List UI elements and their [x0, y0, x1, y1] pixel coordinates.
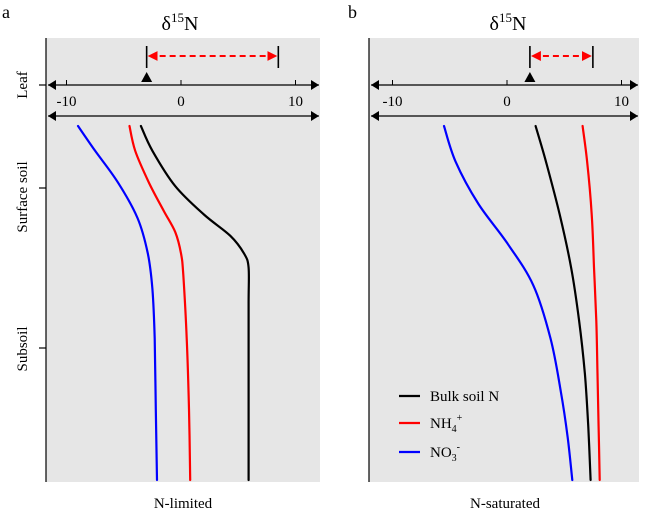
- series-line-bulk: [139, 124, 251, 482]
- x-tick-label: 0: [503, 94, 511, 110]
- series-line-no3: [442, 124, 574, 482]
- panel-letter: a: [2, 2, 10, 22]
- x-tick-label: -10: [57, 94, 77, 110]
- depth-label: Subsoil: [15, 326, 31, 371]
- x-tick-label: 10: [614, 94, 629, 110]
- leaf-marker-triangle: [524, 72, 536, 82]
- x-tick-label: 10: [288, 94, 303, 110]
- leaf-marker-triangle: [141, 72, 153, 82]
- leaf-axis-arrow-right: [311, 80, 319, 90]
- series-line-bulk: [534, 124, 592, 482]
- legend-label-bulk: Bulk soil N: [430, 389, 499, 405]
- series-line-nh4: [581, 124, 601, 482]
- depth-label: Leaf: [15, 71, 31, 98]
- x-axis-arrow-left: [48, 111, 56, 121]
- x-axis-arrow-right: [630, 111, 638, 121]
- x-tick-label: -10: [383, 94, 403, 110]
- series-line-no3: [76, 124, 159, 482]
- legend-label-nh4: NH4+: [430, 413, 463, 435]
- series-line-nh4: [128, 124, 192, 482]
- panel-letter: b: [348, 2, 357, 22]
- x-axis-label: N-saturated: [470, 496, 540, 512]
- x-axis-arrow-left: [371, 111, 379, 121]
- x-tick-label: 0: [177, 94, 185, 110]
- leaf-axis-arrow-left: [48, 80, 56, 90]
- panel-title: δ15N: [162, 10, 199, 35]
- leaf-axis-arrow-right: [630, 80, 638, 90]
- depth-label: Surface soil: [15, 161, 31, 232]
- panel-title: δ15N: [490, 10, 527, 35]
- leaf-axis-arrow-left: [371, 80, 379, 90]
- x-axis-label: N-limited: [154, 496, 213, 512]
- x-axis-arrow-right: [311, 111, 319, 121]
- legend-label-no3: NO3-: [430, 442, 460, 464]
